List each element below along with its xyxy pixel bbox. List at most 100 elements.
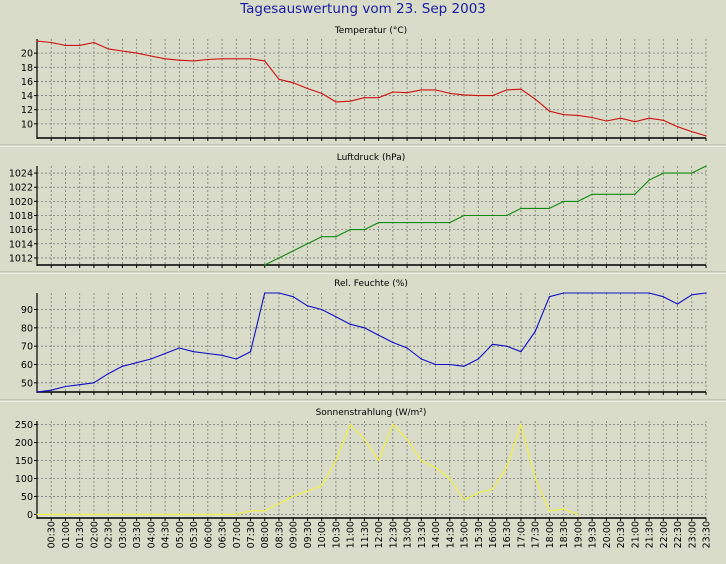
data-point	[691, 294, 693, 296]
chart-panel-4: Sonnenstrahlung (W/m²) 0 50 100 150 200 250	[15, 408, 707, 521]
page-title: Tagesauswertung vom 23. Sep 2003	[239, 1, 486, 17]
data-point	[477, 358, 479, 360]
data-point	[605, 120, 607, 122]
x-tick-label: 06:00	[203, 521, 214, 548]
data-point	[36, 40, 38, 42]
x-tick-label: 11:00	[346, 521, 357, 548]
data-point	[79, 384, 81, 386]
data-point	[477, 94, 479, 97]
data-point	[392, 221, 394, 224]
data-point	[264, 60, 266, 62]
data-point	[249, 351, 252, 353]
data-point	[563, 508, 565, 510]
y-tick-label: 1024	[9, 169, 33, 180]
data-point	[676, 126, 679, 128]
x-tick-label: 08:00	[260, 521, 271, 548]
x-tick-label: 05:30	[189, 521, 200, 548]
data-point	[107, 373, 109, 375]
data-point	[634, 193, 636, 195]
data-point	[420, 221, 422, 224]
data-point	[221, 513, 223, 516]
data-point	[221, 58, 223, 60]
x-tick-label: 16:30	[502, 521, 513, 548]
x-tick-label: 18:30	[559, 521, 570, 548]
data-point	[363, 438, 365, 440]
data-point	[321, 485, 323, 487]
data-point	[434, 363, 437, 366]
data-point	[548, 296, 551, 298]
data-point	[178, 347, 180, 349]
data-point	[192, 351, 195, 353]
y-tick-label: 12	[21, 105, 33, 116]
data-point	[207, 58, 209, 61]
x-tick-label: 21:00	[630, 521, 641, 548]
x-tick-label: 22:00	[659, 521, 670, 548]
data-point	[221, 354, 223, 356]
data-point	[420, 459, 422, 462]
chart-title: Sonnenstrahlung (W/m²)	[316, 408, 427, 418]
x-tick-label: 11:30	[360, 521, 371, 548]
data-point	[164, 58, 166, 60]
data-point	[434, 221, 437, 224]
y-tick-label: 1020	[9, 197, 33, 208]
data-point	[491, 488, 494, 490]
data-point	[192, 60, 195, 62]
data-point	[349, 423, 351, 426]
data-point	[463, 365, 465, 367]
x-tick-label: 09:00	[289, 521, 300, 548]
data-point	[563, 200, 565, 202]
x-tick-label: 23:30	[702, 521, 713, 548]
x-tick-label: 23:00	[687, 521, 698, 548]
data-point	[107, 513, 109, 516]
x-tick-label: 01:00	[61, 521, 72, 548]
y-tick-label: 150	[15, 456, 33, 467]
data-point	[349, 229, 351, 231]
data-point	[563, 292, 565, 294]
x-tick-label: 20:30	[616, 521, 627, 548]
data-point	[349, 100, 351, 102]
data-point	[506, 345, 508, 347]
x-tick-label: 19:00	[573, 521, 584, 548]
data-point	[278, 503, 280, 505]
data-point	[292, 495, 294, 498]
data-point	[363, 97, 365, 99]
data-point	[605, 193, 607, 195]
data-point	[506, 214, 508, 217]
data-point	[420, 89, 422, 91]
data-point	[691, 172, 693, 174]
data-point	[321, 236, 323, 238]
y-tick-label: 1016	[9, 225, 33, 236]
x-tick-label: 10:00	[317, 521, 328, 548]
data-point	[406, 347, 408, 349]
data-point	[93, 41, 95, 44]
x-tick-label: 21:30	[645, 521, 656, 548]
data-point	[79, 513, 81, 516]
data-point	[93, 382, 95, 384]
plot-area	[37, 39, 706, 138]
chart-panel-3: Rel. Feuchte (%) 50 60 70 80 90	[21, 279, 707, 395]
data-point	[534, 330, 536, 333]
x-tick-label: 03:00	[118, 521, 129, 548]
data-point	[520, 423, 522, 426]
data-point	[292, 250, 294, 252]
data-point	[178, 59, 180, 61]
data-point	[93, 513, 95, 516]
y-tick-label: 18	[21, 63, 33, 74]
data-point	[648, 179, 650, 181]
data-point	[121, 365, 124, 367]
data-point	[235, 58, 237, 60]
data-point	[136, 362, 138, 364]
x-tick-label: 14:00	[431, 521, 442, 548]
data-point	[321, 92, 323, 95]
data-point	[705, 135, 707, 137]
data-point	[619, 193, 622, 195]
data-point	[406, 92, 408, 94]
y-tick-label: 70	[21, 342, 33, 353]
x-tick-label: 01:30	[75, 521, 86, 548]
x-tick-label: 12:30	[388, 521, 399, 548]
chart-title: Rel. Feuchte (%)	[334, 279, 408, 289]
data-point	[491, 343, 494, 345]
data-point	[662, 119, 664, 121]
x-tick-label: 09:30	[303, 521, 314, 548]
data-point	[691, 131, 693, 133]
